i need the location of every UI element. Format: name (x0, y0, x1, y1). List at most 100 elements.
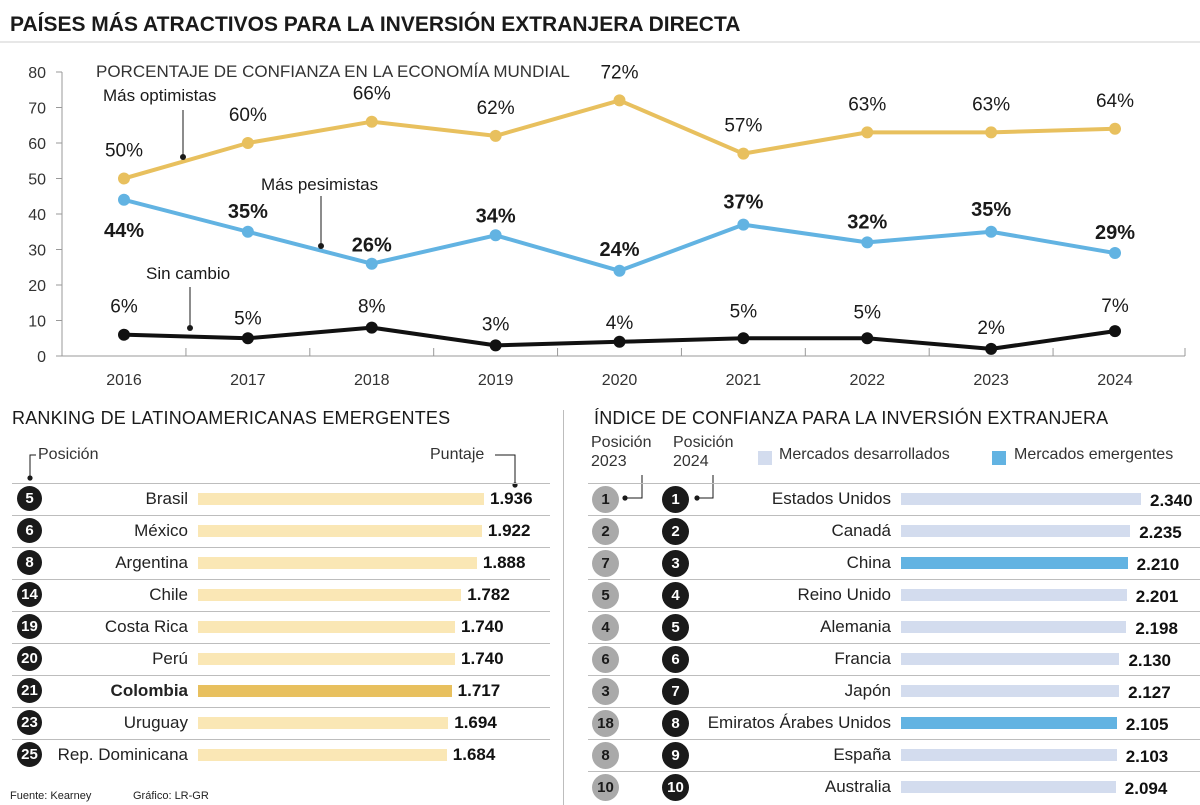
index-bar (901, 781, 1116, 793)
x-tick-label: 2022 (849, 372, 885, 389)
index-value: 2.094 (1124, 779, 1168, 798)
index-value: 2.201 (1135, 587, 1179, 606)
index-value: 2.340 (1150, 491, 1193, 510)
data-point (737, 332, 750, 345)
index-bar (901, 621, 1127, 633)
index-value: 2.105 (1125, 715, 1169, 734)
index-value: 2.198 (1135, 619, 1178, 638)
x-tick-label: 2021 (726, 372, 762, 389)
score-value: 1.936 (490, 489, 533, 508)
y-tick-label: 50 (28, 172, 46, 189)
index-value: 2.210 (1136, 555, 1180, 574)
data-label: 26% (352, 235, 392, 257)
y-tick-label: 0 (37, 349, 46, 366)
country-name: España (833, 745, 891, 764)
position-2023-badge: 18 (592, 710, 619, 737)
score-value: 1.694 (454, 713, 497, 732)
x-tick-label: 2023 (973, 372, 1009, 389)
data-label: 72% (600, 62, 638, 83)
series-annotations: Más optimistas Más pesimistas Sin cambio (103, 86, 378, 331)
data-label: 3% (482, 314, 510, 335)
data-label: 50% (105, 141, 143, 162)
data-label: 60% (229, 105, 267, 126)
index-leaders (622, 475, 714, 501)
country-name: Argentina (115, 553, 188, 572)
position-2023-badge: 8 (592, 742, 619, 769)
data-label: 35% (971, 199, 1011, 221)
source-note: Fuente: Kearney (10, 790, 92, 802)
data-label: 63% (848, 94, 886, 115)
country-name: Perú (152, 649, 188, 668)
callout-dot (187, 325, 193, 331)
position-badge: 8 (17, 550, 42, 575)
row-separator (588, 483, 1200, 484)
data-label: 5% (854, 302, 882, 323)
data-label: 62% (477, 98, 515, 119)
data-label: 8% (358, 297, 386, 318)
col-2024-line1: Posición (673, 434, 734, 451)
x-tick-label: 2019 (478, 372, 514, 389)
position-2024-badge: 5 (662, 614, 689, 641)
col-2023-line2: 2023 (591, 453, 627, 470)
score-bar (198, 557, 477, 569)
row-separator (588, 739, 1200, 740)
position-2023-badge: 7 (592, 550, 619, 577)
series-layer: 50% 60% 66% 62% 72% 57% 63% 63% 64% 44% 35% 26% 34% 2… (104, 62, 1135, 355)
score-header: Puntaje (430, 446, 485, 463)
legend-developed-swatch (758, 451, 772, 465)
position-2023-badge: 10 (592, 774, 619, 801)
row-separator (12, 579, 550, 580)
position-2023-badge: 3 (592, 678, 619, 705)
index-bar (901, 653, 1120, 665)
position-2024-badge: 2 (662, 518, 689, 545)
position-badge: 6 (17, 518, 42, 543)
position-badge: 5 (17, 486, 42, 511)
row-separator (12, 483, 550, 484)
data-point (861, 236, 874, 249)
score-value: 1.740 (461, 649, 504, 668)
data-label: 2% (977, 318, 1005, 339)
country-name: Australia (824, 777, 891, 796)
data-label: 24% (599, 239, 639, 261)
data-label: 64% (1096, 91, 1134, 112)
data-point (365, 257, 378, 270)
row-separator (12, 547, 550, 548)
data-point (1109, 247, 1121, 260)
country-name: Estados Unidos (771, 489, 891, 508)
legend-developed-label: Mercados desarrollados (779, 446, 950, 463)
row-separator (588, 675, 1200, 676)
score-bar (198, 621, 456, 633)
position-2024-badge: 3 (662, 550, 689, 577)
position-badge: 14 (17, 582, 42, 607)
fdi-index-title: ÍNDICE DE CONFIANZA PARA LA INVERSIÓN EX… (594, 408, 1109, 428)
col-2024-line2: 2024 (673, 453, 709, 470)
x-tick-label: 2024 (1097, 372, 1133, 389)
confidence-line-chart: PAÍSES MÁS ATRACTIVOS PARA LA INVERSIÓN … (0, 12, 1200, 389)
row-separator (588, 771, 1200, 772)
index-value: 2.130 (1128, 651, 1171, 670)
country-name: Francia (834, 649, 891, 668)
row-separator (588, 707, 1200, 708)
score-value: 1.740 (461, 617, 504, 636)
score-bar (198, 525, 482, 537)
legend-emerging-label: Mercados emergentes (1014, 446, 1174, 463)
country-name: Brasil (145, 489, 188, 508)
y-tick-label: 20 (28, 278, 46, 295)
series-line-0 (123, 98, 1116, 181)
x-tick-label: 2017 (230, 372, 266, 389)
country-name: Emiratos Árabes Unidos (707, 713, 891, 732)
position-badge: 19 (17, 614, 42, 639)
data-label: 29% (1095, 222, 1135, 244)
y-tick-label: 40 (28, 207, 46, 224)
position-2024-badge: 4 (662, 582, 689, 609)
data-point (737, 147, 750, 160)
x-tick-label: 2020 (602, 372, 638, 389)
series-name-label: Más pesimistas (261, 175, 378, 194)
index-bar (901, 493, 1141, 505)
x-tick-label: 2016 (106, 372, 142, 389)
country-name: México (134, 521, 188, 540)
position-badge: 25 (17, 742, 42, 767)
index-value: 2.103 (1125, 747, 1169, 766)
data-label: 44% (104, 220, 144, 242)
series-name-label: Más optimistas (103, 86, 216, 105)
